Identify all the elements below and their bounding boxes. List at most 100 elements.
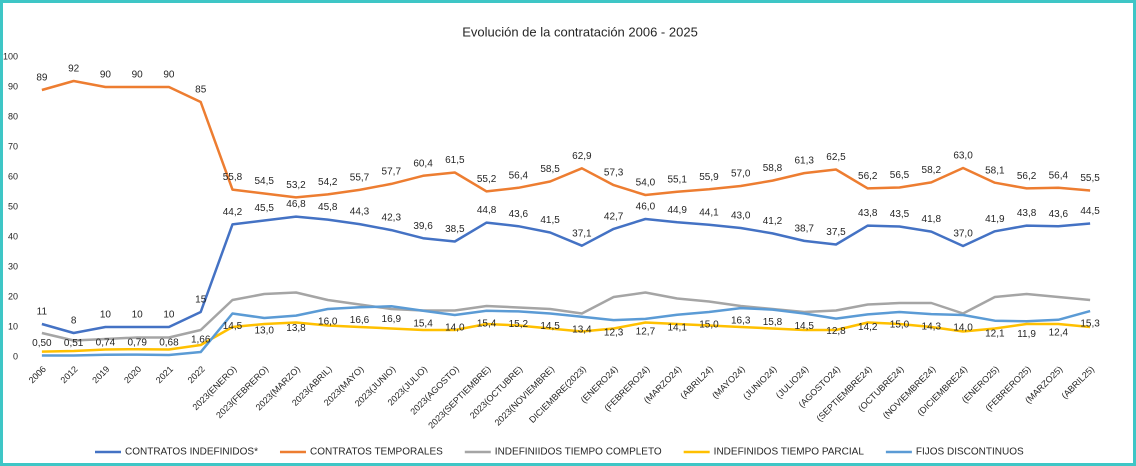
legend-label: FIJOS DISCONTINUOS	[916, 447, 1024, 458]
data-label: 46,0	[636, 202, 656, 213]
y-tick-label: 10	[8, 321, 18, 331]
data-label: 54,5	[255, 176, 275, 187]
data-label: 15,2	[509, 319, 529, 330]
data-label: 58,1	[985, 165, 1005, 176]
series-line	[41, 79, 1091, 199]
data-label: 37,1	[572, 228, 592, 239]
data-label: 0,68	[159, 338, 179, 349]
data-label: 15,8	[763, 317, 783, 328]
data-label: 0,50	[32, 338, 52, 349]
data-label: 56,2	[1017, 171, 1037, 182]
data-label: 46,8	[286, 199, 306, 210]
data-label: 0,74	[96, 337, 116, 348]
data-label: 61,3	[795, 156, 815, 167]
data-label: 92	[68, 64, 80, 75]
data-label: 44,5	[1080, 206, 1100, 217]
data-label: 57,3	[604, 168, 624, 179]
data-label: 60,4	[413, 158, 433, 169]
data-label: 12,8	[826, 326, 846, 337]
data-label: 14,5	[795, 321, 815, 332]
data-label: 13,4	[572, 324, 592, 335]
data-label: 90	[132, 70, 144, 81]
chart-title: Evolución de la contratación 2006 - 2025	[462, 24, 698, 39]
series-line	[41, 215, 1091, 335]
data-label: 90	[100, 70, 112, 81]
data-label: 43,0	[731, 211, 751, 222]
data-label: 15,3	[1080, 319, 1100, 330]
data-label: 55,1	[667, 174, 687, 185]
data-label: 44,2	[223, 207, 243, 218]
data-label: 14,0	[445, 323, 465, 334]
data-label: 90	[163, 70, 175, 81]
data-label: 56,4	[1049, 170, 1069, 181]
data-label: 38,5	[445, 224, 465, 235]
data-label: 37,5	[826, 227, 846, 238]
data-label: 44,1	[699, 207, 719, 218]
data-label: 43,8	[858, 208, 878, 219]
data-label: 55,7	[350, 173, 370, 184]
data-label: 56,4	[509, 170, 529, 181]
data-label: 56,5	[890, 170, 910, 181]
data-label: 56,2	[858, 171, 878, 182]
data-label: 14,3	[922, 322, 942, 333]
y-tick-label: 40	[8, 231, 18, 241]
data-label: 15,4	[413, 318, 433, 329]
y-tick-label: 50	[8, 201, 18, 211]
data-label: 16,9	[382, 314, 402, 325]
data-label: 14,1	[667, 322, 687, 333]
data-label: 12,3	[604, 328, 624, 339]
data-label: 15	[195, 295, 207, 306]
data-label: 53,2	[286, 180, 306, 191]
data-label: 13,8	[286, 323, 306, 334]
data-label: 13,0	[255, 326, 275, 337]
data-label: 14,0	[953, 323, 973, 334]
data-label: 0,51	[64, 338, 84, 349]
legend-label: INDEFINIIDOS TIEMPO COMPLETO	[495, 447, 662, 458]
legend-label: INDEFINIDOS TIEMPO PARCIAL	[714, 447, 865, 458]
data-label: 57,7	[382, 167, 402, 178]
data-label: 43,8	[1017, 208, 1037, 219]
data-label: 62,5	[826, 152, 846, 163]
data-label: 89	[36, 73, 48, 84]
y-tick-label: 90	[8, 81, 18, 91]
data-label: 39,6	[413, 221, 433, 232]
data-label: 12,1	[985, 328, 1005, 339]
data-label: 55,8	[223, 172, 243, 183]
data-label: 14,5	[540, 321, 560, 332]
data-label: 58,8	[763, 163, 783, 174]
data-label: 16,0	[318, 317, 338, 328]
data-label: 1,66	[191, 335, 211, 346]
data-label: 15,0	[699, 320, 719, 331]
data-label: 85	[195, 85, 207, 96]
data-label: 12,7	[636, 327, 656, 338]
data-label: 44,3	[350, 207, 370, 218]
data-label: 42,3	[382, 213, 402, 224]
data-label: 16,3	[731, 316, 751, 327]
data-label: 61,5	[445, 155, 465, 166]
series-line	[41, 321, 1091, 353]
y-tick-label: 100	[3, 51, 18, 61]
data-label: 15,4	[477, 318, 497, 329]
series-line	[41, 305, 1091, 357]
y-tick-label: 80	[8, 111, 18, 121]
data-label: 10	[163, 310, 175, 321]
data-label: 12,4	[1049, 327, 1069, 338]
y-tick-label: 20	[8, 291, 18, 301]
data-label: 16,6	[350, 315, 370, 326]
data-label: 0,79	[127, 337, 147, 348]
data-label: 58,2	[922, 165, 942, 176]
data-label: 11	[37, 307, 48, 318]
data-label: 63,0	[953, 151, 973, 162]
data-label: 14,2	[858, 322, 878, 333]
data-label: 44,9	[667, 205, 687, 216]
data-label: 55,2	[477, 174, 497, 185]
data-label: 54,2	[318, 177, 338, 188]
data-label: 38,7	[795, 224, 815, 235]
data-label: 15,0	[890, 320, 910, 331]
data-label: 10	[100, 310, 112, 321]
y-tick-label: 70	[8, 141, 18, 151]
data-label: 37,0	[953, 229, 973, 240]
data-label: 41,2	[763, 216, 783, 227]
